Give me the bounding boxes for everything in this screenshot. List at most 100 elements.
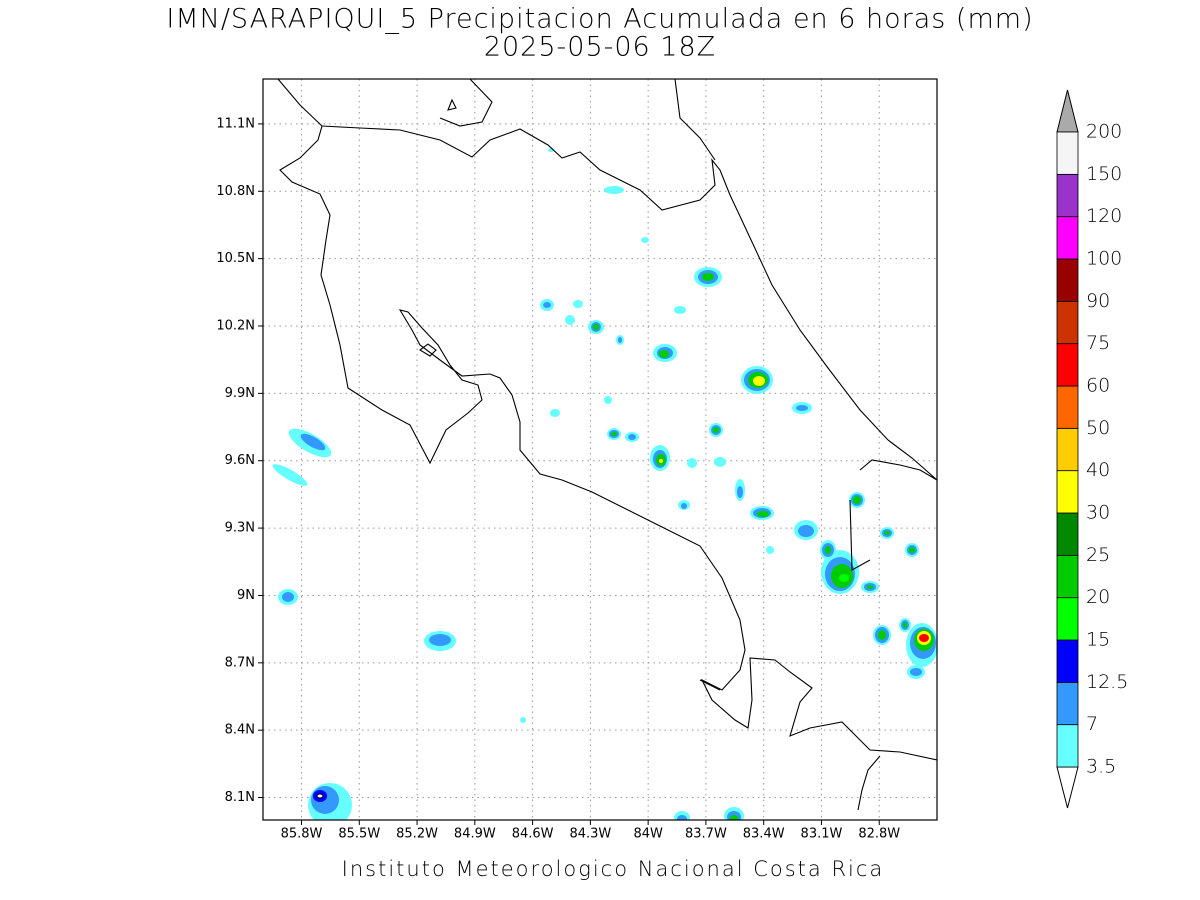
cell	[653, 344, 677, 362]
colorbar-label: 75	[1086, 332, 1110, 354]
cell	[540, 299, 554, 311]
colorbar-label: 7	[1086, 713, 1098, 735]
y-tick-label: 9.9N	[225, 386, 255, 401]
cell	[616, 335, 624, 345]
colorbar-label: 25	[1086, 544, 1110, 566]
colorbar-label: 100	[1086, 248, 1122, 270]
map-area	[272, 79, 937, 820]
colorbar-under	[1056, 766, 1079, 809]
colorbar-swatch	[1056, 385, 1079, 429]
cell	[709, 423, 723, 437]
x-tick-label: 83.4W	[743, 827, 785, 842]
cell	[821, 550, 859, 594]
x-tick-label: 84.9W	[454, 827, 496, 842]
border	[439, 79, 937, 811]
cell	[650, 445, 670, 471]
x-tick-label: 85.5W	[338, 827, 380, 842]
colorbar-label: 40	[1086, 459, 1110, 481]
colorbar-swatch	[1056, 597, 1079, 641]
x-tick-label: 85.2W	[396, 827, 438, 842]
precipitation	[272, 148, 937, 820]
colorbar-over	[1056, 89, 1079, 133]
colorbar-label: 200	[1086, 121, 1122, 143]
subtitle: 2025-05-06 18Z	[484, 32, 716, 63]
y-tick-label: 9.3N	[225, 521, 255, 536]
cell	[880, 527, 894, 539]
colorbar-label: 30	[1086, 502, 1110, 524]
colorbar-label: 120	[1086, 205, 1122, 227]
cell	[794, 520, 818, 540]
title: IMN/SARAPIQUI_5 Precipitacion Acumulada …	[166, 4, 1033, 35]
x-tick-label: 83.1W	[801, 827, 843, 842]
colorbar-swatch	[1056, 258, 1079, 302]
cell	[588, 320, 604, 334]
cell	[308, 783, 352, 820]
y-tick-label: 11.1N	[216, 116, 255, 131]
cell	[820, 540, 836, 560]
colorbar-swatch	[1056, 427, 1079, 472]
cell	[694, 267, 722, 287]
colorbar-swatch	[1056, 681, 1079, 726]
colorbar-swatch	[1056, 300, 1079, 345]
colorbar-swatch	[1056, 470, 1079, 514]
colorbar-label: 15	[1086, 629, 1110, 651]
colorbar-swatch	[1056, 512, 1079, 556]
cell	[424, 631, 456, 651]
colorbar-label: 20	[1086, 586, 1110, 608]
colorbar-label: 90	[1086, 290, 1110, 312]
y-tick-label: 10.5N	[216, 251, 255, 266]
cell	[520, 148, 774, 723]
footer: Instituto Meteorologico Nacional Costa R…	[342, 857, 885, 881]
y-tick-label: 9N	[237, 588, 255, 603]
cell	[861, 581, 879, 593]
colorbar-swatch	[1056, 724, 1079, 768]
map-frame	[262, 78, 938, 821]
colorbar-label: 60	[1086, 375, 1110, 397]
y-tick-label: 10.8N	[216, 184, 255, 199]
colorbar-label: 12.5	[1086, 671, 1128, 693]
y-tick-label: 8.4N	[225, 723, 255, 738]
colorbar-swatch	[1056, 639, 1079, 683]
cell	[750, 506, 774, 520]
colorbar-label: 50	[1086, 417, 1110, 439]
x-tick-label: 84W	[633, 827, 663, 842]
cell	[607, 428, 621, 440]
y-tick-label: 9.6N	[225, 453, 255, 468]
colorbar-swatch	[1056, 343, 1079, 387]
colorbar-swatch	[1056, 554, 1079, 599]
cell	[792, 402, 812, 414]
cell	[907, 665, 925, 679]
colorbar-label: 150	[1086, 163, 1122, 185]
colorbar-label: 3.5	[1086, 756, 1116, 778]
cell	[674, 807, 744, 820]
cell	[272, 464, 308, 486]
cell	[741, 366, 773, 394]
cell	[678, 500, 690, 510]
colorbar: 3.5 7 12.5 15 20 25 30 40 50 60 75 90 100 120 150 200	[1056, 89, 1128, 809]
cell	[873, 625, 891, 645]
cell	[735, 479, 745, 501]
x-tick-label: 82.8W	[858, 827, 900, 842]
lake	[419, 98, 457, 357]
x-tick-label: 84.3W	[569, 827, 611, 842]
coastline	[277, 79, 937, 761]
y-tick-label: 10.2N	[216, 319, 255, 334]
coastline	[321, 125, 937, 481]
colorbar-swatch	[1056, 216, 1079, 260]
cell	[906, 623, 937, 667]
cell	[288, 428, 332, 458]
colorbar-swatch	[1056, 131, 1079, 175]
x-tick-label: 84.6W	[512, 827, 554, 842]
coastlines	[277, 79, 937, 811]
colorbar-swatch	[1056, 173, 1079, 218]
cell	[278, 589, 298, 605]
y-tick-label: 8.1N	[225, 790, 255, 805]
cell	[905, 543, 919, 557]
grid	[258, 79, 937, 825]
x-tick-label: 83.7W	[685, 827, 727, 842]
y-tick-label: 8.7N	[225, 655, 255, 670]
cell	[849, 492, 865, 508]
cell	[625, 432, 639, 442]
cell	[899, 618, 911, 632]
